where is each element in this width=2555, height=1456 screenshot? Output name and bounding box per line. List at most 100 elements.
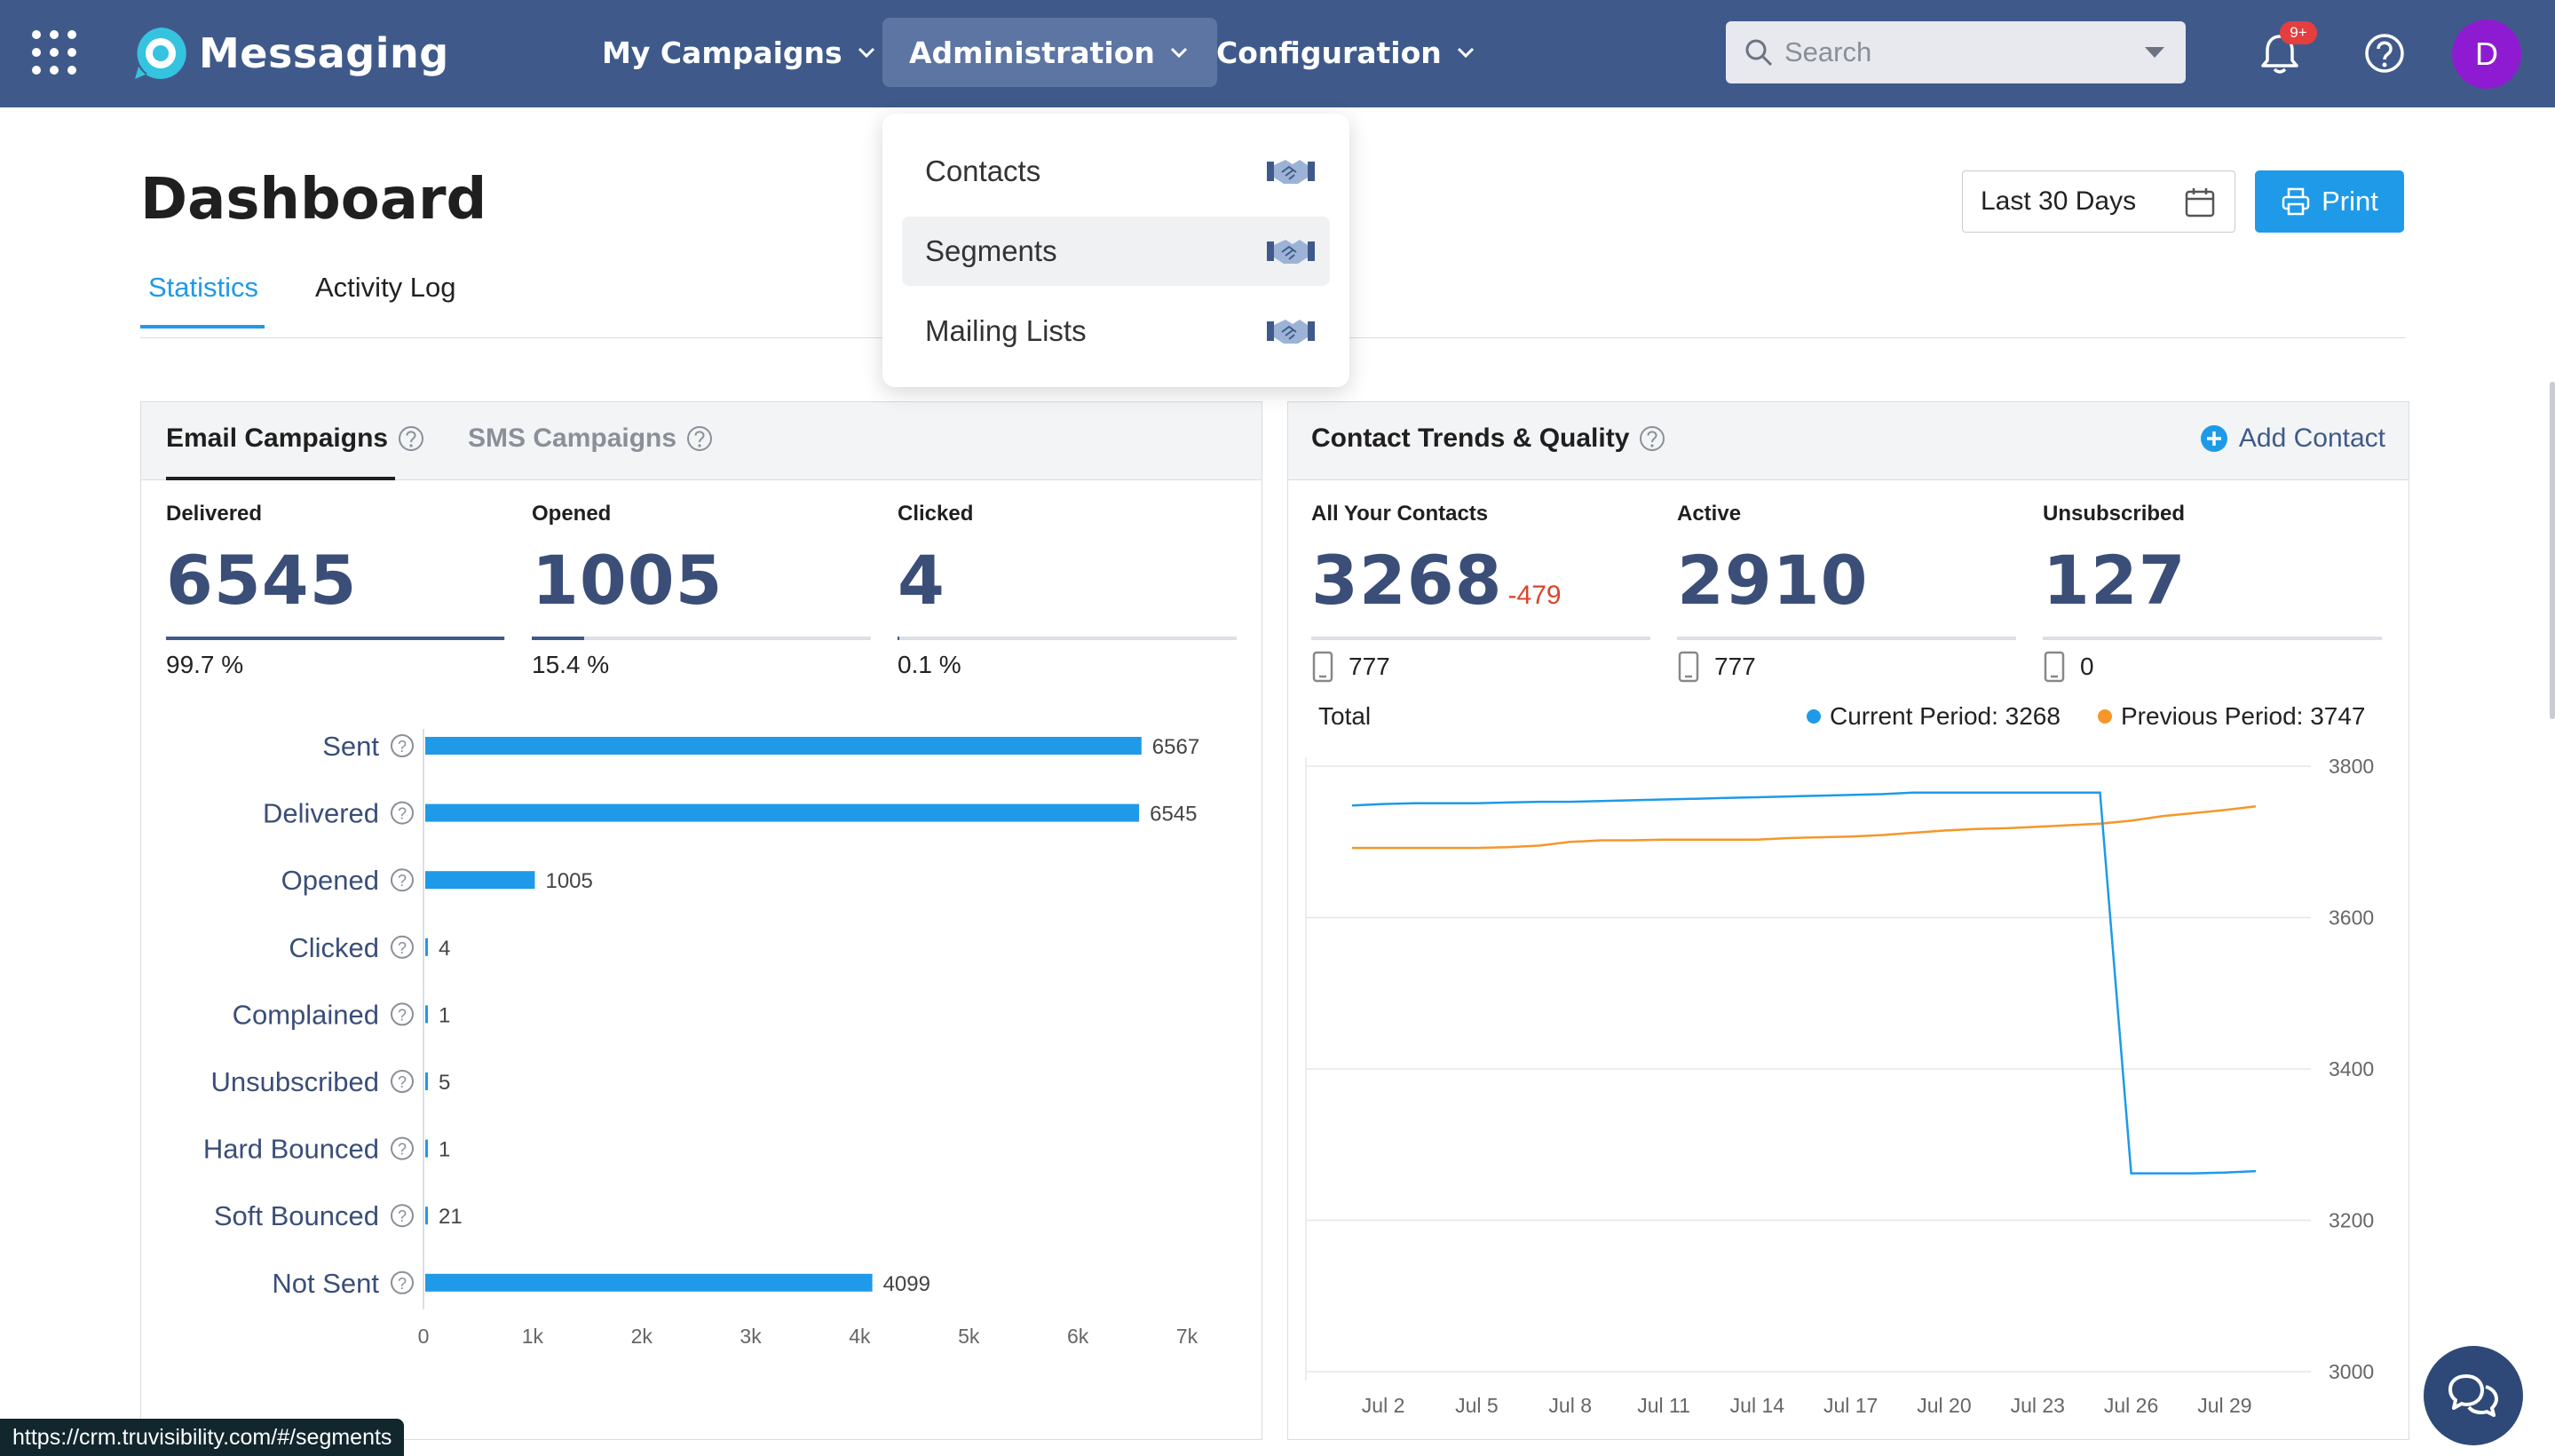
dropdown-item-mailing-lists[interactable]: Mailing Lists — [902, 297, 1330, 366]
tab-sms-campaigns[interactable]: SMS Campaigns — [468, 423, 714, 454]
panel-header: Contact Trends & Quality Add Contact — [1288, 402, 2409, 480]
stat-sub: 0 — [2043, 651, 2094, 683]
bar — [425, 938, 428, 956]
tab-statistics[interactable]: Statistics — [148, 272, 259, 303]
nav-my-campaigns-label: My Campaigns — [602, 35, 842, 70]
question-mark-icon: ? — [391, 1204, 414, 1228]
bar — [425, 1207, 428, 1225]
app-logo[interactable]: Messaging — [131, 25, 449, 82]
stat-sub-value: 777 — [1349, 653, 1390, 680]
contact-trends-line-chart: 3800 3600 3400 3200 3000 Jul 2 Jul 5 Jul 8 Jul 1… — [1305, 755, 2374, 1417]
email-funnel-bar-chart: 0 1k 2k 3k 4k 5k 6k 7k Sent? 6567 Delivered? 6545 Op… — [203, 729, 1199, 1348]
svg-text:?: ? — [398, 1275, 407, 1293]
stat-value: 127 — [2043, 541, 2187, 620]
stat-label: Opened — [532, 502, 612, 526]
x-tick-label: Jul 14 — [1730, 1394, 1785, 1417]
stat-progress-bar — [898, 637, 1237, 640]
dropdown-item-segments[interactable]: Segments — [902, 217, 1330, 286]
bar — [425, 1273, 873, 1292]
category-label: Soft Bounced — [214, 1200, 379, 1231]
stat-label: All Your Contacts — [1311, 502, 1489, 526]
question-mark-icon[interactable] — [397, 424, 425, 453]
stat-sub: 777 — [1677, 651, 1756, 683]
bar — [425, 737, 1142, 755]
legend-label: Previous Period: 3747 — [2121, 702, 2366, 730]
legend-current-period[interactable]: Current Period: 3268 — [1807, 702, 2061, 731]
question-mark-icon[interactable] — [685, 424, 714, 453]
print-label: Print — [2322, 186, 2378, 217]
chat-bubbles-icon — [2448, 1374, 2498, 1417]
x-tick-label: Jul 11 — [1637, 1394, 1690, 1417]
category-label: Unsubscribed — [210, 1066, 379, 1097]
bar-value-label: 1005 — [545, 869, 592, 893]
bar-value-label: 1 — [439, 1003, 450, 1027]
category-label: Hard Bounced — [203, 1134, 379, 1165]
y-tick-label: 3200 — [2329, 1209, 2374, 1232]
help-circle-icon[interactable] — [2363, 32, 2406, 75]
x-tick-label: 4k — [849, 1325, 871, 1348]
search-input[interactable] — [1784, 36, 2104, 68]
stat-value: 2910 — [1677, 541, 1869, 620]
question-mark-icon: ? — [391, 1136, 414, 1160]
legend-dot — [1807, 709, 1821, 724]
bar-value-label: 6545 — [1150, 803, 1197, 827]
tab-activity-log[interactable]: Activity Log — [315, 272, 456, 303]
svg-text:?: ? — [398, 805, 407, 823]
bar — [425, 1139, 428, 1158]
chat-support-button[interactable] — [2424, 1346, 2523, 1445]
question-mark-icon: ? — [391, 1070, 414, 1093]
search-box[interactable] — [1726, 21, 2186, 83]
mobile-phone-icon — [1678, 651, 1699, 683]
legend-previous-period[interactable]: Previous Period: 3747 — [2098, 702, 2366, 731]
stat-divider — [1311, 637, 1650, 640]
dropdown-item-contacts[interactable]: Contacts — [902, 137, 1330, 206]
tab-email-campaigns[interactable]: Email Campaigns — [166, 423, 425, 454]
question-mark-icon[interactable] — [1638, 424, 1666, 453]
user-avatar[interactable]: D — [2452, 20, 2521, 89]
nav-administration-label: Administration — [909, 35, 1155, 70]
stat-label: Unsubscribed — [2043, 502, 2186, 526]
date-range-picker[interactable]: Last 30 Days — [1962, 170, 2235, 233]
contact-trends-title: Contact Trends & Quality — [1311, 423, 1666, 454]
bar — [425, 871, 535, 890]
category-label: Sent — [322, 731, 379, 762]
stat-progress-bar — [166, 637, 505, 640]
page-scrollbar[interactable] — [2550, 382, 2555, 719]
caret-down-icon[interactable] — [2143, 44, 2166, 60]
x-tick-label: 3k — [740, 1325, 762, 1348]
category-label: Clicked — [289, 932, 379, 963]
stat-active: Active 2910 777 — [1677, 502, 2016, 683]
active-tab-indicator — [140, 325, 265, 328]
stat-percent: 99.7 % — [166, 651, 244, 678]
x-tick-label: Jul 23 — [2011, 1394, 2065, 1417]
stat-label: Delivered — [166, 502, 263, 526]
calendar-icon — [2185, 188, 2215, 218]
nav-my-campaigns[interactable]: My Campaigns — [575, 18, 905, 87]
svg-text:?: ? — [398, 1207, 407, 1225]
x-tick-label: Jul 8 — [1548, 1394, 1592, 1417]
category-label: Opened — [281, 865, 379, 896]
svg-text:?: ? — [398, 872, 407, 890]
svg-text:?: ? — [398, 1073, 407, 1091]
administration-dropdown-menu: Contacts Segments Mailing Lists — [882, 114, 1349, 387]
x-tick-label: Jul 5 — [1455, 1394, 1499, 1417]
x-tick-label: 2k — [631, 1325, 653, 1348]
add-contact-button[interactable]: Add Contact — [2200, 423, 2385, 454]
apps-grid-icon[interactable] — [30, 28, 78, 76]
nav-configuration[interactable]: Configuration — [1190, 18, 1504, 87]
bar-value-label: 5 — [439, 1071, 450, 1095]
chart-total-label: Total — [1318, 702, 1372, 730]
x-tick-label: 1k — [522, 1325, 544, 1348]
print-button[interactable]: Print — [2255, 170, 2404, 233]
x-tick-label: Jul 26 — [2104, 1394, 2158, 1417]
app-name: Messaging — [199, 29, 449, 77]
stat-opened: Opened 1005 15.4 % — [532, 502, 871, 678]
stat-sub-value: 0 — [2080, 653, 2094, 680]
search-icon — [1745, 39, 1773, 67]
email-campaigns-panel: Email Campaigns SMS Campaigns Delivered … — [140, 401, 1262, 1440]
panel-header: Email Campaigns SMS Campaigns — [141, 402, 1262, 480]
nav-administration[interactable]: Administration — [882, 18, 1217, 87]
bar — [425, 803, 1140, 822]
question-mark-icon: ? — [391, 734, 414, 757]
bar — [425, 1005, 428, 1024]
